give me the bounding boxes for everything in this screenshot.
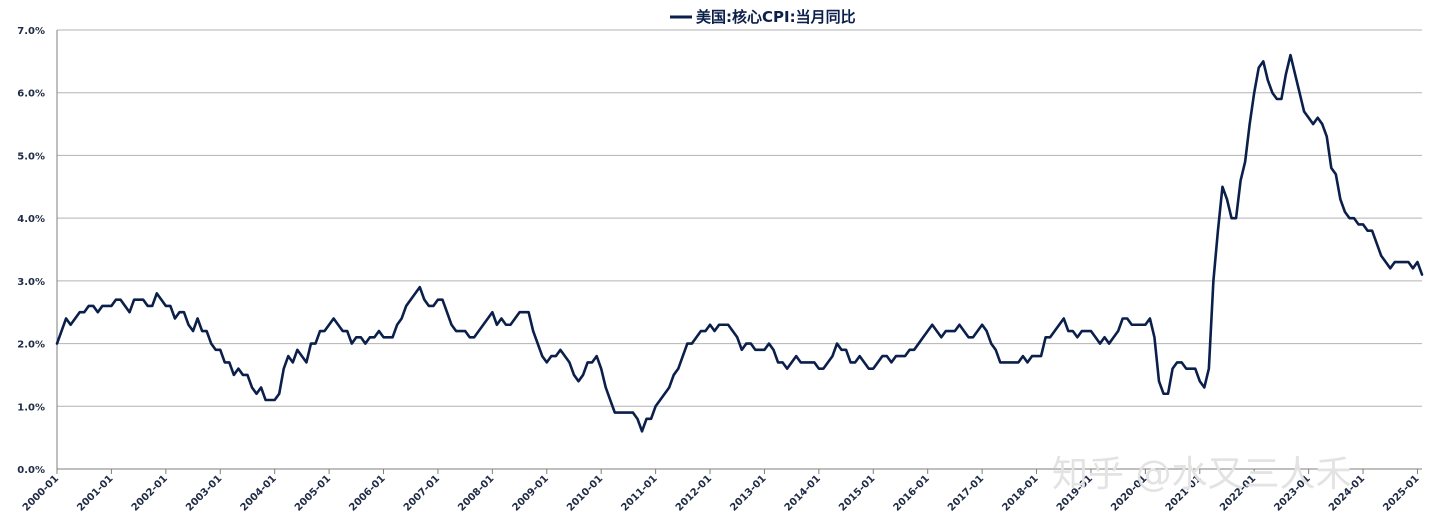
x-tick-label: 2000-01	[21, 473, 61, 513]
x-tick-label: 2018-01	[1000, 473, 1040, 513]
y-tick-label: 7.0%	[17, 26, 45, 37]
x-tick-label: 2009-01	[511, 473, 551, 513]
legend: 美国:核心CPI:当月同比	[670, 8, 856, 26]
series-layer	[55, 53, 1424, 433]
y-tick-label: 0.0%	[17, 465, 45, 476]
grid-lines	[57, 29, 1422, 407]
x-tick-label: 2013-01	[728, 473, 768, 513]
y-tick-label: 6.0%	[17, 89, 45, 100]
x-tick-label: 2001-01	[75, 473, 115, 513]
x-tick-label: 2016-01	[892, 473, 932, 513]
y-tick-label: 2.0%	[17, 340, 45, 351]
y-tick-label: 3.0%	[17, 277, 45, 288]
x-tick-label: 2025-01	[1381, 473, 1421, 513]
x-tick-label: 2008-01	[456, 473, 496, 513]
x-tick-label: 2005-01	[293, 473, 333, 513]
series-line-core-cpi	[55, 53, 1424, 433]
x-tick-label: 2004-01	[239, 473, 279, 513]
y-tick-label: 5.0%	[17, 151, 45, 162]
axes	[56, 30, 1422, 470]
x-tick-label: 2012-01	[674, 473, 714, 513]
x-tick-label: 2007-01	[402, 473, 442, 513]
x-tick-label: 2006-01	[347, 473, 387, 513]
x-tick-label: 2011-01	[619, 473, 659, 513]
watermark: 知乎 @水又三人禾	[1052, 454, 1351, 495]
y-tick-label: 4.0%	[17, 214, 45, 225]
x-tick-label: 2002-01	[130, 473, 170, 513]
x-tick-label: 2010-01	[565, 473, 605, 513]
y-axis-ticks: 0.0% 1.0% 2.0% 3.0% 4.0% 5.0% 6.0% 7.0%	[17, 26, 45, 476]
x-tick-label: 2003-01	[184, 473, 224, 513]
x-tick-label: 2015-01	[837, 473, 877, 513]
x-tick-label: 2014-01	[783, 473, 823, 513]
x-tick-label: 2017-01	[946, 473, 986, 513]
y-tick-label: 1.0%	[17, 402, 45, 413]
legend-label: 美国:核心CPI:当月同比	[696, 8, 856, 26]
